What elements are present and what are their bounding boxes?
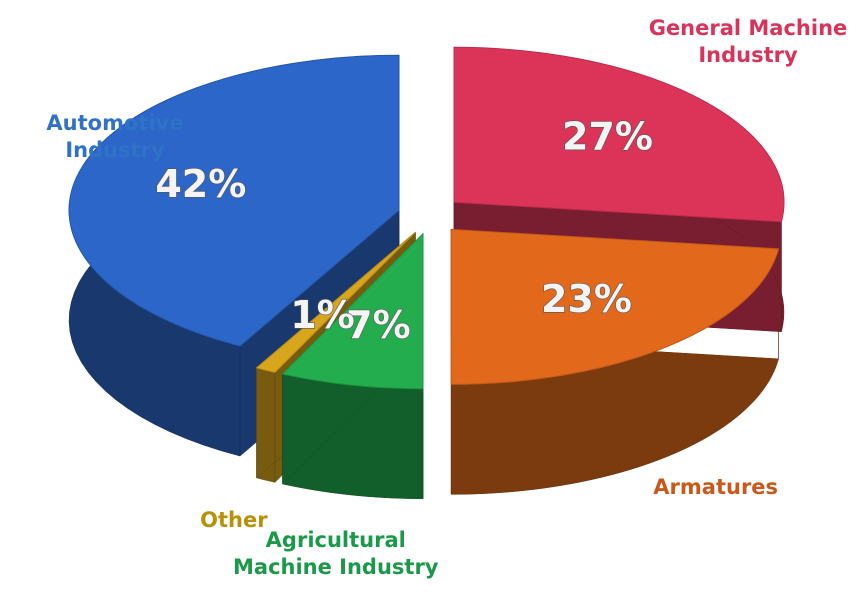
- slice: [450, 228, 780, 385]
- slice: [453, 46, 785, 223]
- category-label: Other: [200, 507, 268, 532]
- value-label: 42%: [155, 162, 246, 206]
- category-label: Agricultural Machine Industry: [233, 527, 439, 579]
- slice-group: [450, 228, 780, 495]
- category-label: Automotive Industry: [46, 110, 184, 162]
- slice: [281, 232, 424, 390]
- value-label: 23%: [541, 277, 632, 321]
- slice: [68, 54, 400, 347]
- value-label: 7%: [346, 303, 411, 347]
- value-label: 1%: [290, 293, 355, 337]
- category-label: General Machine Industry: [648, 16, 848, 67]
- category-label: Armatures: [653, 474, 779, 499]
- value-label: 27%: [562, 114, 653, 158]
- slice-group: [281, 232, 424, 499]
- slice: [255, 231, 416, 373]
